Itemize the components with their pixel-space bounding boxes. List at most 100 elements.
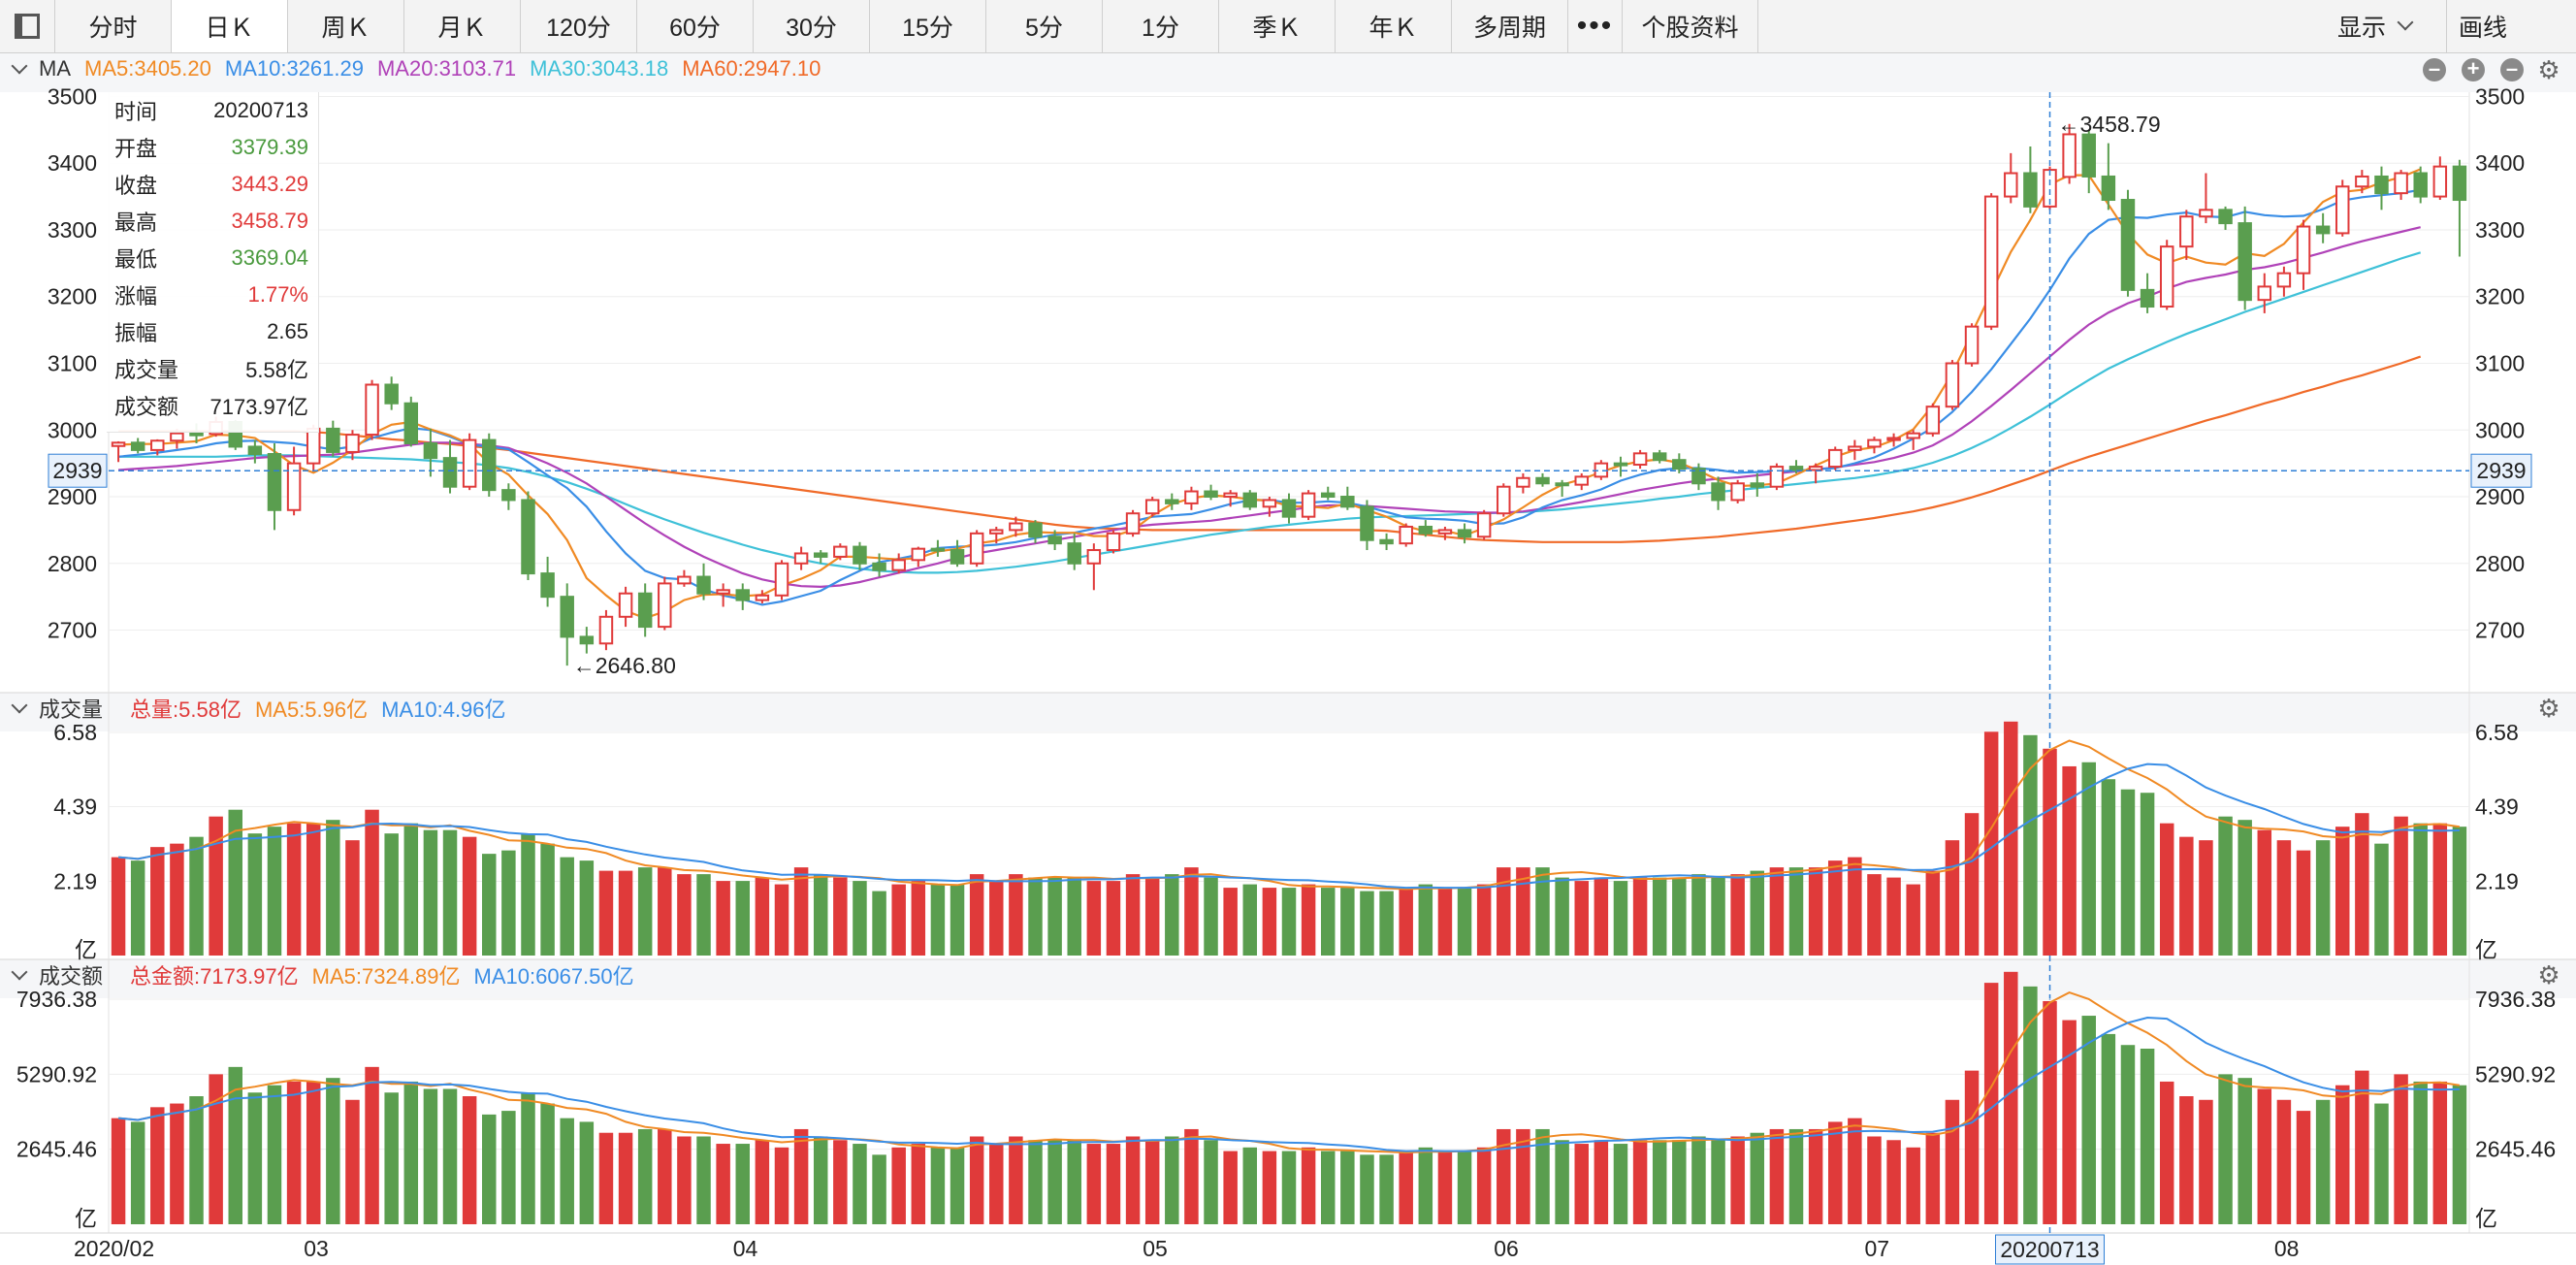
volume-bar	[716, 881, 730, 956]
volume-bar	[1476, 884, 1492, 956]
tab-10[interactable]: 季Ｋ	[1219, 0, 1336, 52]
collapse-chevron-icon[interactable]	[11, 963, 28, 981]
amount-bar	[1808, 1128, 1823, 1224]
candle-body	[1360, 505, 1374, 541]
candle-body	[618, 592, 633, 618]
candle-body	[1418, 525, 1433, 535]
candle-body	[579, 635, 595, 645]
volume-bar	[1788, 867, 1804, 956]
amount-bar	[1106, 1144, 1121, 1224]
amount-settings-gear-icon[interactable]: ⚙	[2537, 960, 2560, 989]
volume-bar	[1750, 870, 1765, 956]
amount-bar	[813, 1136, 828, 1224]
volume-bar	[1204, 877, 1218, 956]
amount-bar	[1086, 1144, 1102, 1224]
amount-bar	[1067, 1140, 1081, 1224]
volume-bar	[2315, 840, 2331, 956]
volume-bar	[2218, 816, 2233, 956]
candle-body	[793, 552, 809, 565]
amount-bar	[755, 1140, 770, 1224]
price-tick-label-left: 3500	[48, 83, 97, 109]
volume-bar	[1769, 867, 1785, 956]
amount-bar	[2101, 1033, 2116, 1224]
candle-body	[1047, 535, 1062, 545]
candle-body	[442, 457, 458, 488]
price_panel-ma_labels-label: MA20:3103.71	[376, 56, 517, 81]
sidebar-toggle-icon[interactable]	[0, 0, 55, 52]
amount-bar	[1457, 1151, 1472, 1224]
candle-body	[1009, 522, 1023, 532]
display-menu[interactable]: 显示	[2337, 0, 2417, 52]
zoom-in-icon[interactable]: +	[2462, 58, 2485, 81]
tab-8[interactable]: 5分	[986, 0, 1103, 52]
volume-bar	[1497, 867, 1511, 956]
amount-bar	[677, 1136, 692, 1224]
candle-body	[1691, 468, 1706, 485]
tab-11[interactable]: 年Ｋ	[1336, 0, 1452, 52]
volume-bar	[2120, 789, 2136, 956]
tab-0[interactable]: 分时	[55, 0, 172, 52]
amount-bar	[442, 1088, 458, 1224]
price_panel-ma_labels-label: MA30:3043.18	[530, 56, 669, 81]
amount-bar	[1379, 1154, 1394, 1224]
tab-3[interactable]: 月Ｋ	[404, 0, 521, 52]
collapse-chevron-icon[interactable]	[11, 697, 28, 714]
amount-bar	[2296, 1111, 2311, 1224]
candle-body	[2335, 185, 2350, 235]
info-key: 收盘	[114, 174, 158, 198]
amount-bar	[2023, 986, 2038, 1224]
price-tick-label-right: 3000	[2475, 417, 2525, 442]
tab-6[interactable]: 30分	[754, 0, 870, 52]
tab-12[interactable]: 多周期	[1452, 0, 1568, 52]
amount-bar	[1535, 1128, 1550, 1224]
volume-bar	[853, 881, 867, 956]
amount-bar	[1750, 1132, 1765, 1224]
info-row: 开盘 3379.39	[107, 129, 318, 166]
amount-bar	[1672, 1140, 1687, 1224]
tab-9[interactable]: 1分	[1103, 0, 1219, 52]
tab-4[interactable]: 120分	[521, 0, 637, 52]
volume-bar	[1457, 888, 1472, 956]
info-value: 1.77%	[247, 282, 308, 307]
amount-bar	[1184, 1128, 1199, 1224]
zoom-out-icon[interactable]: –	[2423, 58, 2446, 81]
candle-body	[658, 582, 672, 629]
amount-bar	[326, 1078, 340, 1224]
info-value: 7173.97亿	[209, 395, 308, 419]
more-periods-button[interactable]: •••	[1568, 0, 1623, 52]
candle-body	[755, 594, 770, 601]
amount-bar	[1242, 1147, 1258, 1224]
price-settings-gear-icon[interactable]: ⚙	[2537, 55, 2560, 84]
candle-body	[1320, 492, 1336, 499]
tab-7[interactable]: 15分	[870, 0, 986, 52]
amount-bar	[482, 1114, 497, 1224]
volume-bar	[969, 874, 984, 956]
info-row: 最高 3458.79	[107, 203, 318, 240]
x-axis-label: 07	[1864, 1236, 1889, 1261]
candle-body	[1945, 362, 1960, 408]
tab-5[interactable]: 60分	[637, 0, 754, 52]
price_panel-ma_labels-label: MA60:2947.10	[682, 56, 821, 81]
candle-body	[2238, 222, 2252, 302]
amount-panel-title: 成交额	[39, 964, 104, 989]
price-tick-label-right: 3300	[2475, 217, 2525, 243]
candle-body	[365, 383, 379, 437]
volume-bar	[2394, 816, 2408, 956]
stock-profile-button[interactable]: 个股资料	[1623, 0, 1758, 52]
collapse-chevron-icon[interactable]	[11, 57, 28, 75]
candle-body	[286, 462, 302, 511]
amount-tick-label-right: 7936.38	[2475, 987, 2556, 1012]
tab-1[interactable]: 日Ｋ	[172, 0, 288, 52]
tab-2[interactable]: 周Ｋ	[288, 0, 404, 52]
remove-icon[interactable]: –	[2500, 58, 2524, 81]
volume-settings-gear-icon[interactable]: ⚙	[2537, 694, 2560, 723]
amount-bar	[501, 1111, 516, 1224]
draw-line-button[interactable]: 画线	[2434, 0, 2507, 52]
volume-bar	[365, 809, 379, 956]
candle-body	[598, 615, 614, 645]
price-tick-label-right: 3100	[2475, 350, 2525, 375]
price-panel-title: MA	[39, 56, 71, 81]
stock-chart[interactable]: 2700 2700 2800 2800 2900 2900 3000 3000 3100 3100…	[0, 53, 2576, 1265]
candle-body	[2413, 172, 2428, 198]
volume-bar	[1516, 867, 1530, 956]
